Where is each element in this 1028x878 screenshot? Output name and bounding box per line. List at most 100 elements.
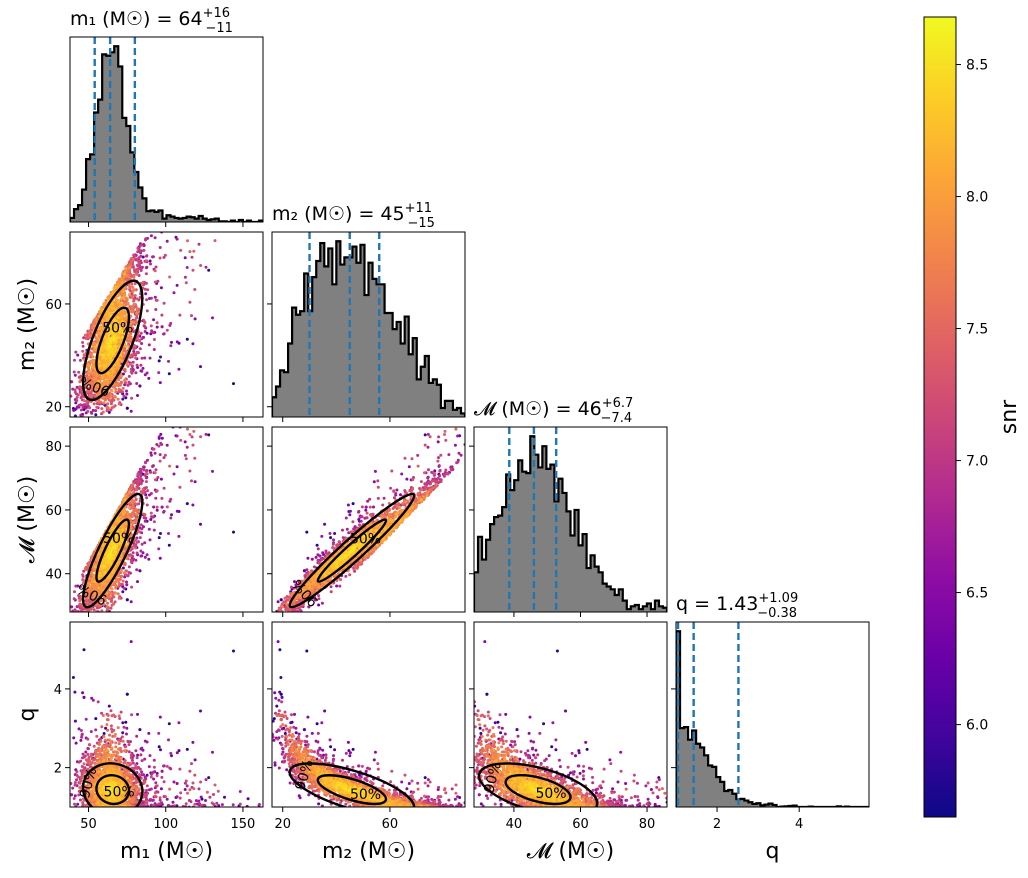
sample-point <box>207 269 210 272</box>
sample-point <box>132 306 135 309</box>
sample-point <box>126 598 129 601</box>
sample-point <box>113 338 116 341</box>
sample-point <box>223 357 226 360</box>
sample-point <box>152 464 155 467</box>
sample-point <box>144 330 147 333</box>
sample-point <box>84 334 87 337</box>
sample-point <box>135 320 138 323</box>
sample-point <box>171 413 174 416</box>
sample-point <box>169 498 172 501</box>
sample-point <box>112 602 115 605</box>
sample-point <box>74 615 77 618</box>
sample-point <box>125 583 128 586</box>
sample-point <box>157 445 160 448</box>
sample-point <box>94 413 97 416</box>
sample-point <box>125 393 128 396</box>
sample-point <box>175 190 178 193</box>
sample-point <box>92 372 95 375</box>
sample-point <box>117 345 120 348</box>
sample-point <box>161 437 164 440</box>
sample-point <box>105 605 108 608</box>
sample-point <box>124 368 127 371</box>
sample-point <box>135 382 138 385</box>
sample-point <box>188 301 191 304</box>
sample-point <box>178 314 181 317</box>
sample-point <box>81 626 84 629</box>
sample-point <box>87 563 90 566</box>
sample-point <box>100 407 103 410</box>
sample-point <box>126 299 129 302</box>
sample-point <box>149 471 152 474</box>
title-plus: +11 <box>405 201 432 216</box>
sample-point <box>123 275 126 278</box>
sample-point <box>203 357 206 360</box>
sample-point <box>90 619 93 622</box>
sample-point <box>185 281 188 284</box>
sample-point <box>159 532 162 535</box>
sample-point <box>294 10 297 13</box>
sample-point <box>135 568 138 571</box>
sample-point <box>83 353 86 356</box>
sample-point <box>146 489 149 492</box>
sample-point <box>132 350 135 353</box>
sample-point <box>76 354 79 357</box>
sample-point <box>136 483 139 486</box>
sample-point <box>136 394 139 397</box>
sample-point <box>149 263 152 266</box>
sample-point <box>128 506 131 509</box>
sample-point <box>157 371 160 374</box>
sample-point <box>142 249 145 252</box>
sample-point <box>203 145 206 148</box>
sample-point <box>96 374 99 377</box>
sample-point <box>130 600 133 603</box>
sample-point <box>128 293 131 296</box>
sample-point <box>203 144 206 147</box>
sample-point <box>212 384 215 387</box>
sample-point <box>135 513 138 516</box>
sample-point <box>110 607 113 610</box>
sample-point <box>143 321 146 324</box>
sample-point <box>138 480 141 483</box>
sample-point <box>94 618 97 621</box>
sample-point <box>208 380 211 383</box>
sample-point <box>188 202 191 205</box>
sample-point <box>118 582 121 585</box>
sample-point <box>168 276 171 279</box>
sample-point <box>215 347 218 350</box>
sample-point <box>138 385 141 388</box>
sample-point <box>160 314 163 317</box>
sample-point <box>214 239 217 242</box>
sample-point <box>106 602 109 605</box>
sample-point <box>149 357 152 360</box>
sample-point <box>203 358 206 361</box>
panel-title-m2: m₂ (M☉) = 45+11−15 <box>272 201 435 231</box>
sample-point <box>130 586 133 589</box>
sample-point <box>144 237 147 240</box>
sample-point <box>78 618 81 621</box>
sample-point <box>143 244 146 247</box>
sample-point <box>102 401 105 404</box>
sample-point <box>173 473 176 476</box>
sample-point <box>102 612 105 615</box>
sample-point <box>87 336 90 339</box>
sample-point <box>150 454 153 457</box>
sample-point <box>145 496 148 499</box>
sample-point <box>116 383 119 386</box>
sample-point <box>191 435 194 438</box>
y-tick-label-m2-0: 20 <box>45 401 62 416</box>
sample-point <box>81 341 84 344</box>
sample-point <box>135 268 138 271</box>
sample-point <box>155 223 158 226</box>
sample-point <box>184 454 187 457</box>
sample-point <box>194 317 197 320</box>
sample-point <box>154 497 157 500</box>
sample-point <box>211 153 214 156</box>
sample-point <box>114 349 117 352</box>
sample-point <box>157 547 160 550</box>
sample-point <box>200 204 203 207</box>
sample-point <box>83 617 86 620</box>
sample-point <box>150 512 153 515</box>
sample-point <box>144 461 147 464</box>
sample-point <box>258 267 261 270</box>
